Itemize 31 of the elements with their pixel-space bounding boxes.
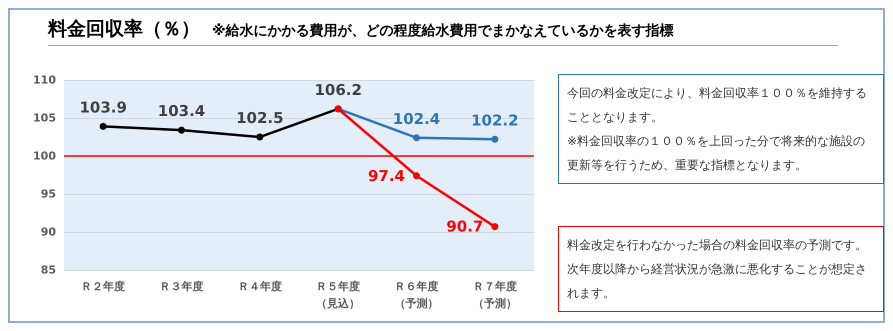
point xyxy=(491,223,498,230)
y-tick-label: 100 xyxy=(33,150,56,162)
data-label: 103.9 xyxy=(79,98,127,116)
data-label: 103.4 xyxy=(158,102,206,120)
x-tick-label: Ｒ７年度（予測） xyxy=(472,280,517,310)
data-label: 102.2 xyxy=(471,111,519,130)
data-label: 102.4 xyxy=(392,110,440,128)
data-label: 102.5 xyxy=(236,109,284,127)
point xyxy=(413,134,420,142)
point xyxy=(256,134,264,140)
x-tick-label: Ｒ４年度 xyxy=(238,280,282,293)
x-tick-label: Ｒ５年度（見込） xyxy=(316,280,360,310)
data-label: 106.2 xyxy=(314,80,362,99)
data-label: 97.4 xyxy=(368,166,405,185)
data-label: 90.7 xyxy=(446,218,484,236)
y-tick-label: 110 xyxy=(33,74,56,86)
y-tick-label: 95 xyxy=(40,188,56,200)
chart-title: 料金回収率（％） xyxy=(48,18,200,40)
x-tick-label: Ｒ６年度（予測） xyxy=(394,280,438,310)
y-tick-label: 85 xyxy=(40,264,56,276)
point xyxy=(491,136,498,143)
y-tick-label: 90 xyxy=(40,226,56,238)
y-tick-label: 105 xyxy=(33,112,56,124)
point xyxy=(178,126,185,134)
point xyxy=(100,122,107,130)
x-tick-label: Ｒ２年度 xyxy=(81,280,126,293)
text: 今回の料金改定により、料金回収率１００％を維持することとなります。 ※料金回収率の１００％を上回った分で将来的な施設の更新等を行うため、重要な指標となります。 xyxy=(558,74,884,184)
point xyxy=(413,172,420,180)
text: 料金改定を行わなかった場合の料金回収率の予測です。次年度以降から経営状況が急激に悪化することが想定されます。 xyxy=(558,226,884,312)
x-tick-label: Ｒ３年度 xyxy=(160,280,204,293)
chart-subtitle: ※給水にかかる費用が、どの程度給水費用でまかなえているかを表す指標 xyxy=(212,23,674,39)
